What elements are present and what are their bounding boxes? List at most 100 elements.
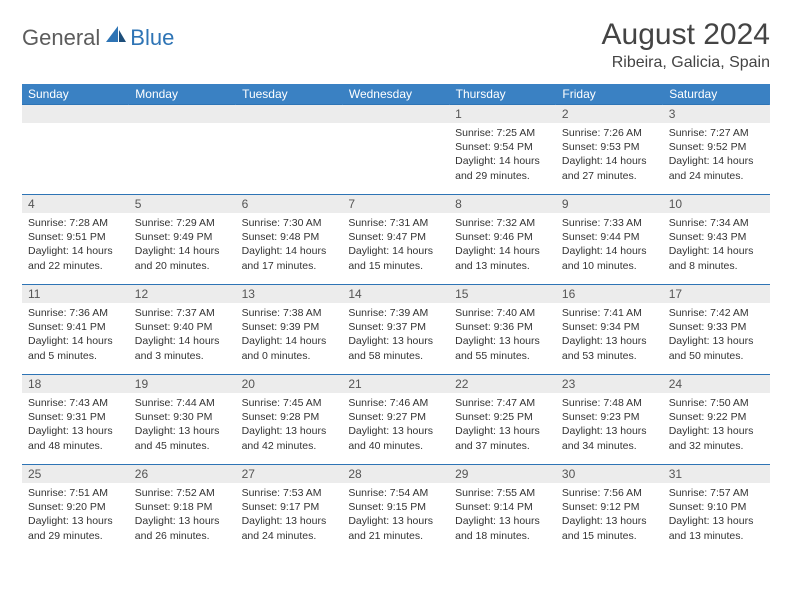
- calendar-day-cell: 13Sunrise: 7:38 AMSunset: 9:39 PMDayligh…: [236, 285, 343, 375]
- day-number: 30: [556, 465, 663, 483]
- daylight-text-1: Daylight: 14 hours: [28, 244, 123, 258]
- calendar-day-cell: 31Sunrise: 7:57 AMSunset: 9:10 PMDayligh…: [663, 465, 770, 555]
- sunset-text: Sunset: 9:28 PM: [242, 410, 337, 424]
- day-number: [236, 105, 343, 123]
- daylight-text-2: and 42 minutes.: [242, 439, 337, 453]
- daylight-text-2: and 13 minutes.: [669, 529, 764, 543]
- sunset-text: Sunset: 9:36 PM: [455, 320, 550, 334]
- daylight-text-1: Daylight: 13 hours: [28, 424, 123, 438]
- sunset-text: Sunset: 9:40 PM: [135, 320, 230, 334]
- sunrise-text: Sunrise: 7:34 AM: [669, 216, 764, 230]
- calendar-day-cell: 29Sunrise: 7:55 AMSunset: 9:14 PMDayligh…: [449, 465, 556, 555]
- daylight-text-2: and 55 minutes.: [455, 349, 550, 363]
- weekday-header-row: Sunday Monday Tuesday Wednesday Thursday…: [22, 84, 770, 105]
- sunrise-text: Sunrise: 7:45 AM: [242, 396, 337, 410]
- sunset-text: Sunset: 9:53 PM: [562, 140, 657, 154]
- calendar-day-cell: 10Sunrise: 7:34 AMSunset: 9:43 PMDayligh…: [663, 195, 770, 285]
- day-details: Sunrise: 7:29 AMSunset: 9:49 PMDaylight:…: [129, 213, 236, 277]
- day-number: 26: [129, 465, 236, 483]
- daylight-text-2: and 27 minutes.: [562, 169, 657, 183]
- daylight-text-1: Daylight: 13 hours: [455, 514, 550, 528]
- calendar-day-cell: [22, 105, 129, 195]
- sunset-text: Sunset: 9:12 PM: [562, 500, 657, 514]
- daylight-text-1: Daylight: 13 hours: [135, 514, 230, 528]
- sunset-text: Sunset: 9:54 PM: [455, 140, 550, 154]
- daylight-text-1: Daylight: 14 hours: [135, 244, 230, 258]
- brand-logo: General Blue: [22, 18, 174, 51]
- calendar-day-cell: 28Sunrise: 7:54 AMSunset: 9:15 PMDayligh…: [342, 465, 449, 555]
- sunrise-text: Sunrise: 7:55 AM: [455, 486, 550, 500]
- day-details: Sunrise: 7:55 AMSunset: 9:14 PMDaylight:…: [449, 483, 556, 547]
- sunset-text: Sunset: 9:25 PM: [455, 410, 550, 424]
- calendar-day-cell: 15Sunrise: 7:40 AMSunset: 9:36 PMDayligh…: [449, 285, 556, 375]
- daylight-text-2: and 37 minutes.: [455, 439, 550, 453]
- sunrise-text: Sunrise: 7:56 AM: [562, 486, 657, 500]
- sunrise-text: Sunrise: 7:29 AM: [135, 216, 230, 230]
- calendar-day-cell: 7Sunrise: 7:31 AMSunset: 9:47 PMDaylight…: [342, 195, 449, 285]
- day-details: Sunrise: 7:38 AMSunset: 9:39 PMDaylight:…: [236, 303, 343, 367]
- calendar-day-cell: 23Sunrise: 7:48 AMSunset: 9:23 PMDayligh…: [556, 375, 663, 465]
- day-number: 12: [129, 285, 236, 303]
- day-details: Sunrise: 7:47 AMSunset: 9:25 PMDaylight:…: [449, 393, 556, 457]
- daylight-text-1: Daylight: 13 hours: [669, 334, 764, 348]
- sunset-text: Sunset: 9:51 PM: [28, 230, 123, 244]
- daylight-text-1: Daylight: 13 hours: [455, 334, 550, 348]
- daylight-text-1: Daylight: 13 hours: [348, 424, 443, 438]
- sunrise-text: Sunrise: 7:26 AM: [562, 126, 657, 140]
- sunset-text: Sunset: 9:39 PM: [242, 320, 337, 334]
- sunrise-text: Sunrise: 7:57 AM: [669, 486, 764, 500]
- sunset-text: Sunset: 9:46 PM: [455, 230, 550, 244]
- sunrise-text: Sunrise: 7:30 AM: [242, 216, 337, 230]
- calendar-day-cell: 25Sunrise: 7:51 AMSunset: 9:20 PMDayligh…: [22, 465, 129, 555]
- daylight-text-2: and 53 minutes.: [562, 349, 657, 363]
- calendar-day-cell: 17Sunrise: 7:42 AMSunset: 9:33 PMDayligh…: [663, 285, 770, 375]
- day-details: Sunrise: 7:50 AMSunset: 9:22 PMDaylight:…: [663, 393, 770, 457]
- daylight-text-2: and 21 minutes.: [348, 529, 443, 543]
- daylight-text-1: Daylight: 13 hours: [669, 424, 764, 438]
- sunrise-text: Sunrise: 7:53 AM: [242, 486, 337, 500]
- day-number: 9: [556, 195, 663, 213]
- sunrise-text: Sunrise: 7:54 AM: [348, 486, 443, 500]
- daylight-text-1: Daylight: 13 hours: [669, 514, 764, 528]
- calendar-day-cell: [342, 105, 449, 195]
- daylight-text-1: Daylight: 13 hours: [348, 334, 443, 348]
- weekday-header: Monday: [129, 84, 236, 105]
- calendar-table: Sunday Monday Tuesday Wednesday Thursday…: [22, 84, 770, 555]
- daylight-text-1: Daylight: 14 hours: [562, 244, 657, 258]
- day-number: 5: [129, 195, 236, 213]
- day-details: [342, 123, 449, 183]
- daylight-text-1: Daylight: 14 hours: [669, 244, 764, 258]
- sunrise-text: Sunrise: 7:36 AM: [28, 306, 123, 320]
- page-header: General Blue August 2024 Ribeira, Galici…: [22, 18, 770, 72]
- sunrise-text: Sunrise: 7:52 AM: [135, 486, 230, 500]
- day-details: [236, 123, 343, 183]
- day-number: 7: [342, 195, 449, 213]
- sunrise-text: Sunrise: 7:39 AM: [348, 306, 443, 320]
- calendar-week-row: 18Sunrise: 7:43 AMSunset: 9:31 PMDayligh…: [22, 375, 770, 465]
- calendar-day-cell: 19Sunrise: 7:44 AMSunset: 9:30 PMDayligh…: [129, 375, 236, 465]
- daylight-text-1: Daylight: 14 hours: [242, 334, 337, 348]
- weekday-header: Wednesday: [342, 84, 449, 105]
- sunset-text: Sunset: 9:52 PM: [669, 140, 764, 154]
- daylight-text-2: and 17 minutes.: [242, 259, 337, 273]
- sunrise-text: Sunrise: 7:40 AM: [455, 306, 550, 320]
- day-number: 23: [556, 375, 663, 393]
- daylight-text-1: Daylight: 14 hours: [28, 334, 123, 348]
- day-details: Sunrise: 7:51 AMSunset: 9:20 PMDaylight:…: [22, 483, 129, 547]
- sunset-text: Sunset: 9:22 PM: [669, 410, 764, 424]
- weekday-header: Tuesday: [236, 84, 343, 105]
- calendar-week-row: 11Sunrise: 7:36 AMSunset: 9:41 PMDayligh…: [22, 285, 770, 375]
- sunrise-text: Sunrise: 7:51 AM: [28, 486, 123, 500]
- daylight-text-2: and 32 minutes.: [669, 439, 764, 453]
- day-details: Sunrise: 7:48 AMSunset: 9:23 PMDaylight:…: [556, 393, 663, 457]
- calendar-day-cell: 14Sunrise: 7:39 AMSunset: 9:37 PMDayligh…: [342, 285, 449, 375]
- daylight-text-1: Daylight: 13 hours: [348, 514, 443, 528]
- daylight-text-2: and 20 minutes.: [135, 259, 230, 273]
- sunset-text: Sunset: 9:33 PM: [669, 320, 764, 334]
- weekday-header: Saturday: [663, 84, 770, 105]
- day-details: [129, 123, 236, 183]
- sunset-text: Sunset: 9:27 PM: [348, 410, 443, 424]
- day-details: Sunrise: 7:40 AMSunset: 9:36 PMDaylight:…: [449, 303, 556, 367]
- sunset-text: Sunset: 9:18 PM: [135, 500, 230, 514]
- calendar-day-cell: 8Sunrise: 7:32 AMSunset: 9:46 PMDaylight…: [449, 195, 556, 285]
